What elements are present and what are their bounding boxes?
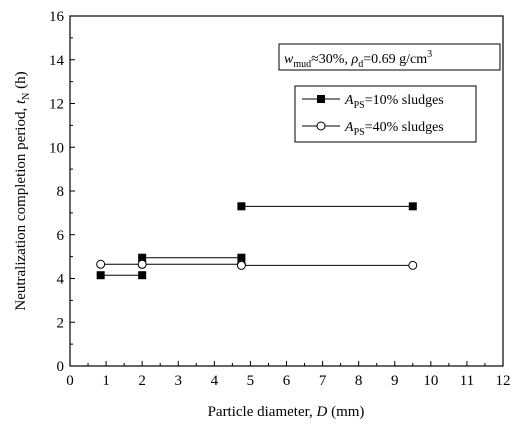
series-1-point (408, 202, 417, 211)
y-tick-label: 4 (57, 272, 65, 288)
y-tick-label: 14 (49, 53, 65, 69)
x-tick-label: 1 (102, 373, 110, 389)
x-tick-label: 11 (460, 373, 474, 389)
x-tick-label: 3 (175, 373, 183, 389)
series-1-point (237, 253, 246, 262)
series-1-point (138, 253, 147, 262)
annotation-box (278, 43, 501, 71)
y-tick-label: 0 (57, 359, 65, 375)
x-tick-label: 12 (496, 373, 511, 389)
legend-marker-series-2 (316, 121, 326, 131)
x-tick-label: 5 (247, 373, 255, 389)
y-tick-label: 16 (49, 9, 65, 25)
condition-annotation: wmud≈30%, ρd=0.69 g/cm3 (278, 43, 501, 71)
x-tick-label: 7 (319, 373, 327, 389)
y-tick-label: 2 (57, 315, 65, 331)
series-2-point (137, 259, 147, 269)
y-tick-label: 12 (49, 97, 64, 113)
x-tick-label: 10 (423, 373, 438, 389)
series-2-point (408, 260, 418, 270)
x-tick-label: 9 (391, 373, 399, 389)
y-tick-label: 10 (49, 140, 64, 156)
series-2-point (236, 260, 246, 270)
y-tick-label: 8 (57, 184, 65, 200)
series-1-point (96, 271, 105, 280)
x-tick-label: 2 (138, 373, 146, 389)
x-tick-label: 4 (211, 373, 219, 389)
x-tick-label: 8 (355, 373, 363, 389)
annotation-text: wmud≈30%, ρd=0.69 g/cm3 (284, 49, 432, 70)
x-axis-label: Particle diameter, D (mm) (208, 404, 365, 420)
legend-box (294, 85, 477, 143)
legend: APS=10% sludges APS=40% sludges (294, 85, 477, 143)
series-1-point (237, 202, 246, 211)
legend-marker-series-1 (317, 95, 325, 103)
legend-label-series-1: APS=10% sludges (344, 93, 444, 111)
x-tick-label: 6 (283, 373, 291, 389)
y-axis-label: Neutralization completion period, tN (h) (13, 71, 32, 310)
y-tick-label: 6 (57, 228, 65, 244)
series-layer (96, 202, 418, 280)
legend-label-series-2: APS=40% sludges (344, 120, 444, 138)
series-2-point (96, 259, 106, 269)
series-1-point (138, 271, 147, 280)
x-tick-label: 0 (66, 373, 74, 389)
